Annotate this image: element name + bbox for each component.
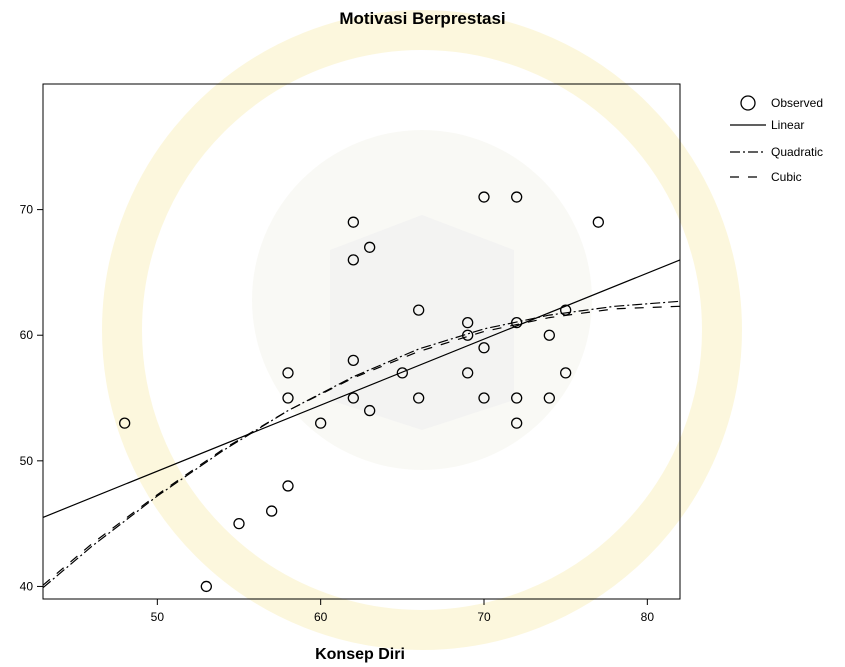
- observed-point: [478, 191, 490, 203]
- observed-point: [282, 367, 294, 379]
- legend-observed-marker: [740, 95, 756, 111]
- observed-point: [364, 404, 376, 417]
- legend-quadratic-label: Quadratic: [771, 145, 823, 159]
- observed-point: [315, 417, 327, 429]
- fit-lines: [42, 259, 681, 589]
- legend-cubic-label: Cubic: [771, 170, 802, 184]
- observed-point: [282, 392, 294, 404]
- observed-point: [543, 392, 555, 404]
- observed-point: [233, 517, 245, 530]
- fit-line-linear: [42, 259, 681, 518]
- x-axis-ticks: 50 60 70 80: [151, 599, 655, 624]
- legend: Observed Linear Quadratic Cubic: [730, 95, 823, 184]
- observed-point: [413, 392, 425, 404]
- observed-point: [396, 367, 408, 379]
- chart-title: Motivasi Berprestasi: [339, 9, 506, 28]
- observed-point: [347, 216, 359, 228]
- legend-observed-label: Observed: [771, 96, 823, 110]
- observed-points: [119, 191, 604, 593]
- x-tick-label: 60: [314, 610, 328, 624]
- observed-point: [511, 191, 523, 203]
- y-tick-label: 70: [20, 203, 34, 217]
- observed-point: [511, 392, 523, 404]
- y-tick-label: 60: [20, 328, 34, 342]
- observed-point: [511, 417, 523, 429]
- y-axis-ticks: 40 50 60 70: [20, 203, 43, 593]
- observed-point: [347, 354, 359, 366]
- observed-point: [200, 580, 212, 593]
- x-tick-label: 50: [151, 610, 165, 624]
- y-tick-label: 50: [20, 454, 34, 468]
- observed-point: [478, 392, 490, 404]
- x-axis-label: Konsep Diri: [315, 646, 405, 663]
- observed-point: [364, 241, 376, 253]
- observed-point: [266, 505, 278, 517]
- observed-point: [347, 392, 359, 404]
- fit-line-quadratic: [42, 300, 681, 589]
- observed-point: [119, 417, 131, 429]
- legend-linear-label: Linear: [771, 118, 804, 132]
- observed-point: [543, 329, 555, 341]
- observed-point: [282, 480, 294, 492]
- x-tick-label: 70: [477, 610, 491, 624]
- y-tick-label: 40: [20, 579, 34, 593]
- plot-frame: [42, 83, 681, 600]
- x-tick-label: 80: [641, 610, 655, 624]
- observed-point: [592, 216, 604, 228]
- observed-point: [347, 254, 359, 266]
- observed-point: [560, 304, 572, 316]
- observed-point: [462, 317, 474, 329]
- observed-point: [462, 329, 474, 341]
- observed-point: [462, 367, 474, 379]
- observed-point: [560, 367, 572, 379]
- observed-point: [511, 317, 523, 329]
- observed-point: [478, 342, 490, 354]
- observed-point: [413, 304, 425, 316]
- fit-line-cubic: [42, 305, 681, 586]
